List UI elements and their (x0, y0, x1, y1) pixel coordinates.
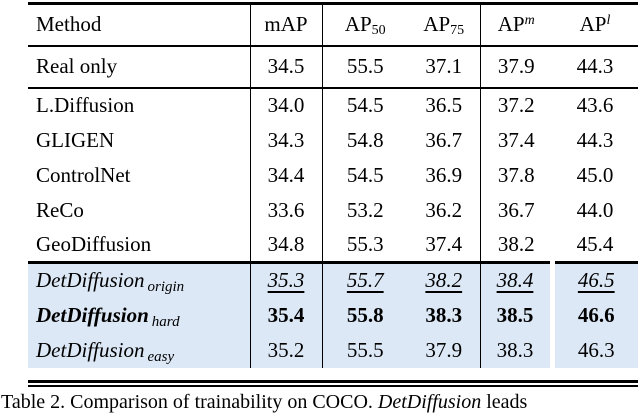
results-table: Method mAP AP50 AP75 APm APl Real only 3… (28, 2, 638, 368)
method-subscript: origin (147, 279, 185, 296)
value-cell: 38.5 (479, 297, 552, 333)
method-subscript: easy (147, 348, 175, 365)
table-header-row: Method mAP AP50 AP75 APm APl (28, 3, 638, 46)
value-cell: 34.5 (249, 45, 322, 88)
value-cell: 37.2 (479, 87, 552, 123)
value-cell: 46.6 (549, 297, 638, 333)
method-label: Real only (36, 54, 118, 78)
value-cell: 44.3 (576, 54, 614, 78)
table-row-real-only: Real only 34.5 55.5 37.1 37.9 44.3 (28, 45, 638, 88)
value-cell: 38.3 (425, 302, 463, 327)
method-label: GLIGEN (36, 127, 115, 152)
method-label: DetDiffusion (36, 268, 145, 293)
value-cell: 38.3 (479, 332, 552, 368)
value-cell: 38.4 (479, 262, 552, 298)
method-label: L.Diffusion (36, 93, 135, 117)
caption-text: leads (481, 391, 528, 413)
method-cell: DetDiffusion origin (28, 263, 250, 298)
value-cell: 43.6 (576, 93, 614, 117)
method-subscript: hard (151, 313, 180, 330)
header-ap50-label: AP (344, 12, 372, 37)
method-label: GeoDiffusion (36, 231, 152, 256)
value-cell: 55.3 (321, 227, 408, 263)
table-row-reco: ReCo 33.6 53.2 36.2 36.7 44.0 (28, 192, 638, 228)
header-apl-sup: l (606, 13, 611, 29)
value-cell: 35.2 (249, 332, 322, 368)
value-cell: 45.0 (576, 162, 614, 187)
value-cell: 36.7 (425, 127, 463, 152)
caption-italic-text: DetDiffusion (377, 391, 482, 413)
value-cell: 37.8 (479, 157, 552, 193)
value-cell: 55.5 (321, 332, 408, 368)
header-apm: APm (479, 3, 552, 46)
method-cell: L.Diffusion (28, 88, 250, 123)
header-method: Method (36, 12, 102, 37)
header-map-label: mAP (264, 12, 308, 37)
header-apm-sup: m (524, 13, 535, 29)
value-cell: 46.3 (549, 332, 638, 368)
value-cell: 55.5 (321, 45, 408, 88)
value-cell: 35.4 (249, 297, 322, 333)
value-cell: 53.2 (321, 192, 408, 228)
value-cell: 37.4 (479, 122, 552, 158)
value-cell: 37.1 (425, 54, 463, 78)
header-ap50: AP50 (321, 3, 408, 46)
method-label: ReCo (36, 197, 84, 222)
method-cell: ReCo (28, 193, 250, 228)
method-cell: DetDiffusion hard (28, 298, 250, 333)
value-cell: 33.6 (249, 192, 322, 228)
table-row-geodiffusion: GeoDiffusion 34.8 55.3 37.4 38.2 45.4 (28, 227, 638, 263)
caption-text: Table 2. Comparison of trainability on C… (1, 391, 378, 413)
value-cell: 38.2 (425, 268, 463, 293)
method-cell: GeoDiffusion (28, 228, 250, 263)
header-ap75-label: AP (423, 12, 451, 37)
value-cell: 37.9 (479, 45, 552, 88)
method-cell: DetDiffusion easy (28, 333, 250, 368)
table-caption: Table 2. Comparison of trainability on C… (1, 389, 640, 415)
value-cell: 55.7 (321, 262, 408, 298)
table-row-detdiffusion-hard: DetDiffusion hard 35.4 55.8 38.3 38.5 46.… (28, 297, 638, 333)
value-cell: 45.4 (576, 231, 614, 256)
header-apl: APl (552, 4, 638, 46)
value-cell: 34.0 (249, 87, 322, 123)
value-cell: 44.3 (576, 127, 614, 152)
value-cell: 46.5 (549, 262, 638, 298)
table-row-gligen: GLIGEN 34.3 54.8 36.7 37.4 44.3 (28, 122, 638, 158)
table-row-ldiffusion: L.Diffusion 34.0 54.5 36.5 37.2 43.6 (28, 87, 638, 123)
method-cell: GLIGEN (28, 123, 250, 158)
value-cell: 34.8 (249, 227, 322, 263)
header-ap50-sub: 50 (371, 23, 386, 39)
value-cell: 54.8 (321, 122, 408, 158)
header-apm-label: AP (497, 12, 525, 37)
method-label: DetDiffusion (36, 302, 149, 327)
value-cell: 54.5 (321, 157, 408, 193)
value-cell: 36.9 (425, 162, 463, 187)
value-cell: 35.3 (249, 262, 322, 298)
table-bottom-rule (28, 380, 638, 387)
value-cell: 36.5 (425, 93, 463, 117)
header-map: mAP (249, 3, 322, 46)
value-cell: 38.2 (479, 227, 552, 263)
method-label: ControlNet (36, 162, 131, 187)
value-cell: 37.9 (425, 337, 463, 362)
value-cell: 54.5 (321, 87, 408, 123)
value-cell: 44.0 (576, 197, 614, 222)
table-row-detdiffusion-origin: DetDiffusion origin 35.3 55.7 38.2 38.4 4… (28, 262, 638, 298)
value-cell: 55.8 (321, 297, 408, 333)
value-cell: 36.7 (479, 192, 552, 228)
value-cell: 36.2 (425, 197, 463, 222)
table-row-controlnet: ControlNet 34.4 54.5 36.9 37.8 45.0 (28, 157, 638, 193)
table-row-detdiffusion-easy: DetDiffusion easy 35.2 55.5 37.9 38.3 46.… (28, 332, 638, 368)
value-cell: 34.3 (249, 122, 322, 158)
method-label: DetDiffusion (36, 337, 145, 362)
value-cell: 37.4 (425, 231, 463, 256)
header-ap75-sub: 75 (450, 23, 465, 39)
header-ap75: AP75 (408, 4, 480, 46)
header-apl-label: AP (579, 12, 607, 37)
method-cell: Real only (28, 46, 250, 88)
value-cell: 34.4 (249, 157, 322, 193)
method-cell: ControlNet (28, 158, 250, 193)
